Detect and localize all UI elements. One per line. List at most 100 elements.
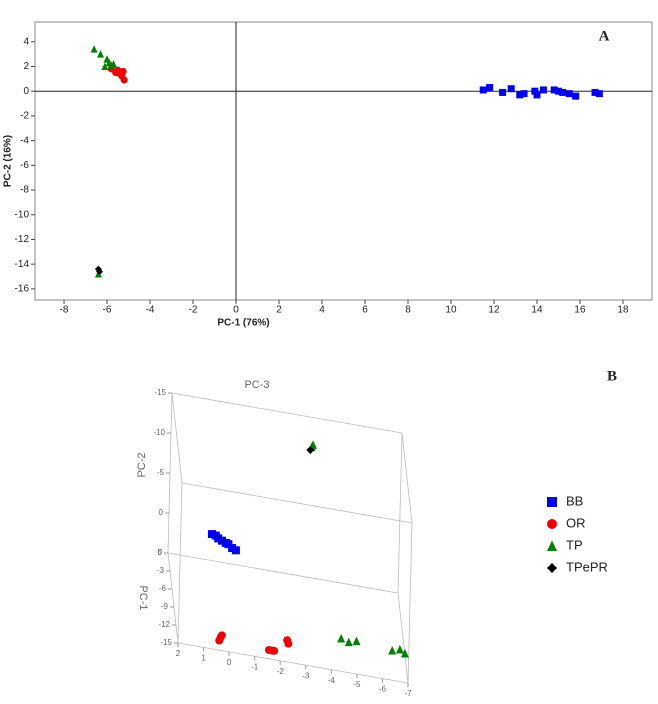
marker: [352, 636, 361, 646]
marker: [520, 90, 528, 98]
y-tick-label: -10: [153, 428, 165, 437]
z-tick-label: -5: [353, 680, 361, 689]
z-tick-label: -6: [379, 685, 387, 694]
x-tick-label: 14: [531, 305, 543, 316]
marker: [395, 644, 404, 654]
x-tick-label: 10: [445, 305, 457, 316]
y-tick-label: -15: [154, 388, 166, 397]
marker: [516, 91, 524, 99]
box-edge: [401, 432, 413, 524]
y-tick-label: 0: [23, 86, 29, 97]
x-tick-label: -8: [60, 305, 69, 316]
plot-3d: 2 1 0 -1 -2 -3 -4 -5 -6 -7-15-10-5050-3-6-9-12-15…: [136, 379, 413, 698]
y-tick-label: -4: [20, 135, 29, 146]
box-edge: [167, 552, 179, 644]
z-tick-label: -3: [302, 671, 310, 680]
x-tick-label: 12: [488, 305, 500, 316]
marker: [109, 60, 117, 68]
legend-marker: [547, 497, 557, 507]
legend-marker: [547, 540, 557, 551]
y-axis-title: PC-2 (16%): [3, 135, 14, 187]
x-tick-label: 6: [362, 305, 368, 316]
marker: [595, 90, 603, 98]
z-tick-label: 2: [176, 649, 181, 658]
y-tick-label: -2: [20, 111, 29, 122]
marker: [507, 85, 515, 93]
legend-label: OR: [566, 515, 586, 530]
y-tick-label: -16: [15, 284, 30, 295]
x-tick-label: -2: [189, 305, 198, 316]
marker: [231, 546, 240, 555]
marker: [400, 649, 409, 658]
marker: [119, 67, 127, 75]
marker: [95, 268, 103, 276]
marker: [533, 91, 541, 99]
marker: [217, 631, 226, 640]
marker: [120, 76, 128, 84]
y-tick-label: -6: [20, 160, 29, 171]
y-tick-label: 4: [23, 36, 29, 47]
marker: [550, 86, 558, 94]
legend-label: TPePR: [566, 559, 608, 574]
marker: [337, 633, 346, 643]
x-axis-title: PC-1 (76%): [217, 318, 269, 329]
marker: [565, 90, 573, 98]
marker: [90, 45, 98, 53]
marker: [554, 87, 562, 95]
x-tick-label: 8: [405, 305, 411, 316]
panel-label: B: [607, 368, 617, 384]
y-tick-label: 0: [159, 508, 164, 517]
marker: [479, 86, 487, 94]
marker: [388, 646, 397, 655]
box-edge: [167, 552, 399, 594]
z-tick-label: -1: [251, 662, 259, 671]
x-tick-label: -6: [159, 584, 167, 593]
z-tick-label: 1: [201, 654, 206, 663]
x-tick-label: 0: [233, 305, 239, 316]
box-edge: [171, 392, 183, 484]
marker: [539, 86, 547, 94]
y-tick-label: -12: [15, 234, 30, 245]
box-edge: [407, 522, 413, 684]
box-edge: [397, 432, 403, 594]
y-tick-label: 2: [23, 61, 29, 72]
marker: [270, 646, 279, 655]
marker: [344, 637, 353, 647]
x-tick-label: 4: [319, 305, 325, 316]
box-edge: [177, 482, 183, 644]
legend-label: BB: [566, 493, 583, 508]
x-axis-title: PC-1: [137, 585, 149, 610]
marker: [97, 50, 105, 58]
marker: [572, 92, 580, 100]
legend-label: TP: [566, 537, 583, 552]
z-tick-label: -2: [277, 667, 285, 676]
marker: [531, 87, 539, 95]
marker: [306, 445, 315, 454]
box-edge: [177, 642, 409, 684]
marker: [499, 88, 507, 96]
x-tick-label: -4: [146, 305, 155, 316]
marker: [486, 83, 494, 91]
x-tick-label: -3: [157, 566, 165, 575]
marker: [591, 88, 599, 96]
box-edge: [397, 592, 409, 684]
x-tick-label: 18: [617, 305, 629, 316]
marker: [101, 62, 109, 70]
y-tick-label: -10: [15, 209, 30, 220]
z-tick-label: -4: [328, 676, 336, 685]
x-tick-label: 2: [276, 305, 282, 316]
box-edge: [171, 392, 403, 434]
z-axis-title: PC-3: [244, 379, 269, 391]
x-tick-label: -15: [160, 638, 172, 647]
z-tick-label: -7: [404, 689, 412, 698]
y-tick-label: -8: [20, 185, 29, 196]
x-tick-label: -12: [158, 620, 170, 629]
y-axis-title: PC-2: [136, 452, 148, 477]
x-tick-label: 16: [574, 305, 586, 316]
x-tick-label: -6: [103, 305, 112, 316]
legend-marker: [547, 563, 557, 573]
x-tick-label: -9: [161, 602, 169, 611]
plot-frame: [34, 21, 653, 301]
panel-label: A: [599, 28, 610, 44]
